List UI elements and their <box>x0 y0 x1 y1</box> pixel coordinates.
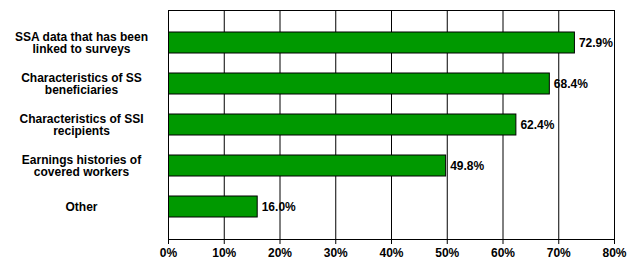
svg-text:10%: 10% <box>212 246 236 260</box>
svg-text:68.4%: 68.4% <box>554 77 588 91</box>
svg-text:72.9%: 72.9% <box>579 36 613 50</box>
svg-text:16.0%: 16.0% <box>262 200 296 214</box>
svg-text:SSA data that has beenlinked t: SSA data that has beenlinked to surveys <box>15 30 148 56</box>
svg-text:0%: 0% <box>160 246 178 260</box>
svg-text:Earnings histories ofcovered w: Earnings histories ofcovered workers <box>22 153 142 179</box>
svg-text:40%: 40% <box>379 246 403 260</box>
svg-text:62.4%: 62.4% <box>520 118 554 132</box>
svg-text:70%: 70% <box>547 246 571 260</box>
svg-text:Characteristics of SSIrecipien: Characteristics of SSIrecipients <box>19 112 143 138</box>
svg-text:20%: 20% <box>268 246 292 260</box>
svg-text:Other: Other <box>65 200 97 214</box>
svg-text:50%: 50% <box>435 246 459 260</box>
svg-text:60%: 60% <box>491 246 515 260</box>
svg-text:49.8%: 49.8% <box>450 159 484 173</box>
svg-text:80%: 80% <box>602 246 626 260</box>
svg-text:30%: 30% <box>324 246 348 260</box>
svg-text:Characteristics of SSbeneficia: Characteristics of SSbeneficiaries <box>21 71 142 97</box>
